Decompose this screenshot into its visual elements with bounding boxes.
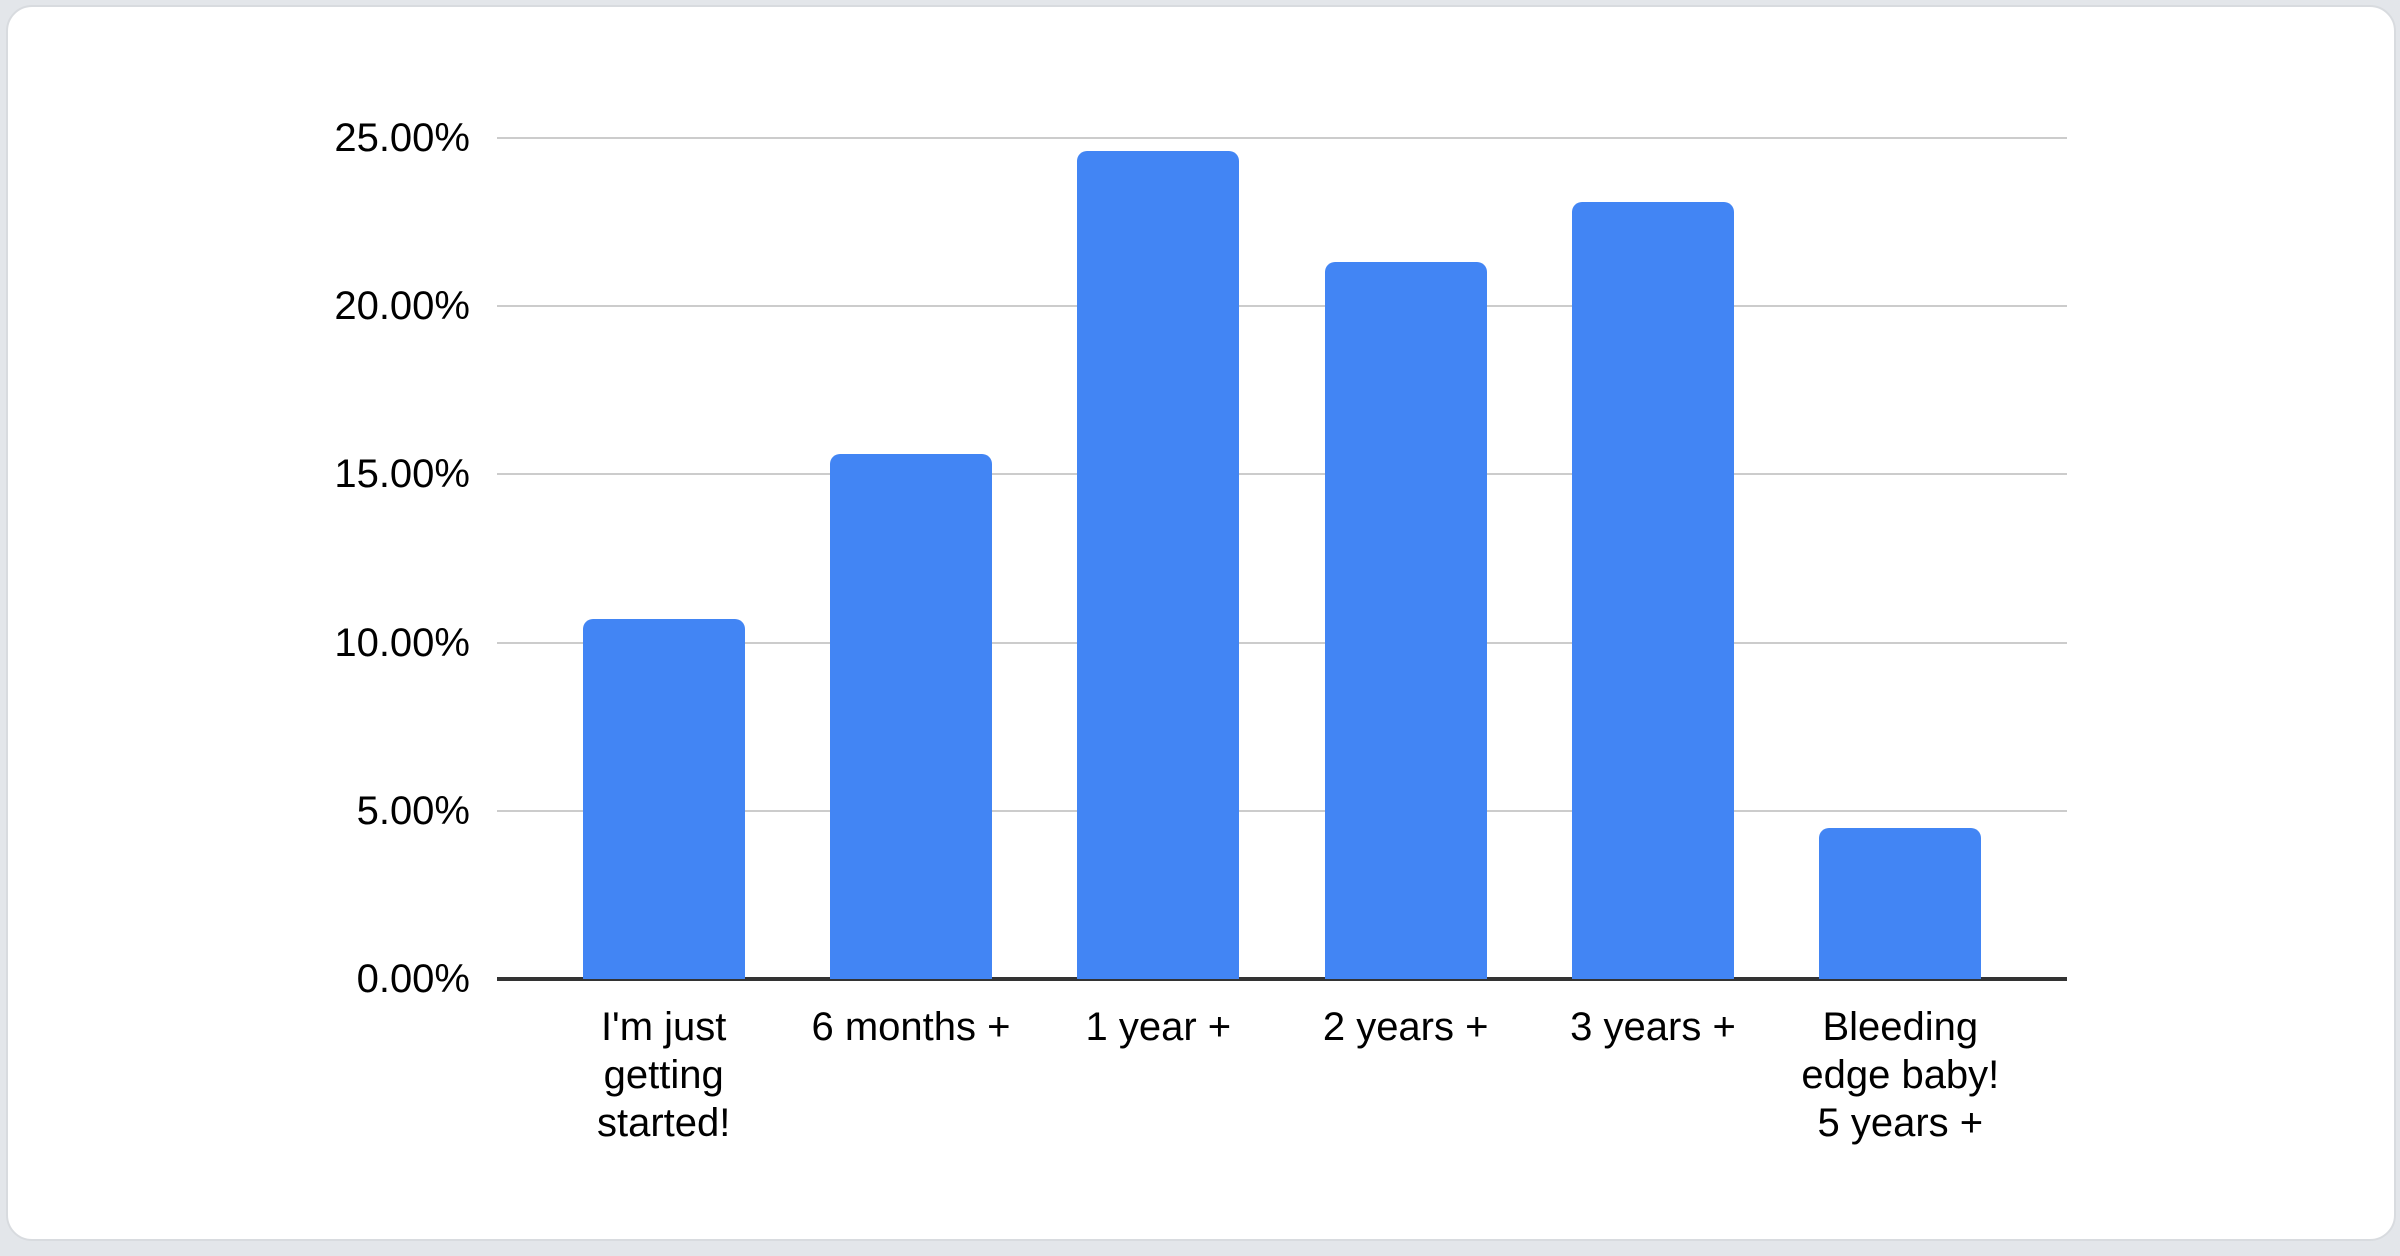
x-axis-category-label: Bleeding edge baby! 5 years +	[1801, 1005, 2000, 1145]
chart-card: 0.00% 5.00% 10.00% 15.00% 20.00% 25.00% I'm j…	[6, 5, 2396, 1241]
bar-1[interactable]	[830, 454, 992, 979]
y-axis-tick-label: 20.00%	[334, 284, 470, 329]
bar-4[interactable]	[1572, 201, 1734, 979]
bar-5[interactable]	[1819, 827, 1982, 979]
y-axis-tick-label: 10.00%	[334, 620, 470, 665]
gridline	[497, 809, 2067, 812]
gridline	[497, 641, 2067, 644]
x-axis-category-label: 1 year +	[1085, 1005, 1232, 1049]
y-axis-tick-label: 15.00%	[334, 452, 470, 497]
plot-area	[497, 137, 2067, 981]
x-axis-category-label: 2 years +	[1322, 1005, 1489, 1049]
x-axis-category-label: 6 months +	[811, 1005, 1011, 1049]
bar-2[interactable]	[1077, 151, 1240, 979]
x-axis-labels: I'm just getting started! 6 months + 1 yea…	[497, 1003, 2067, 1173]
x-axis-category-label: 3 years +	[1570, 1005, 1736, 1049]
y-axis-tick-label: 5.00%	[356, 788, 470, 833]
y-axis-tick-label: 0.00%	[356, 957, 470, 1001]
y-axis-labels: 0.00% 5.00% 10.00% 15.00% 20.00% 25.00%	[178, 118, 470, 999]
x-axis-baseline	[497, 977, 2067, 981]
y-axis-tick-label: 25.00%	[334, 116, 470, 160]
gridline	[497, 137, 2067, 139]
bar-chart: 0.00% 5.00% 10.00% 15.00% 20.00% 25.00% I'm j…	[8, 7, 2394, 1239]
bar-0[interactable]	[582, 619, 745, 979]
bar-3[interactable]	[1324, 262, 1487, 979]
gridline	[497, 473, 2067, 476]
x-axis-category-label: I'm just getting started!	[596, 1005, 731, 1145]
gridline	[497, 305, 2067, 308]
